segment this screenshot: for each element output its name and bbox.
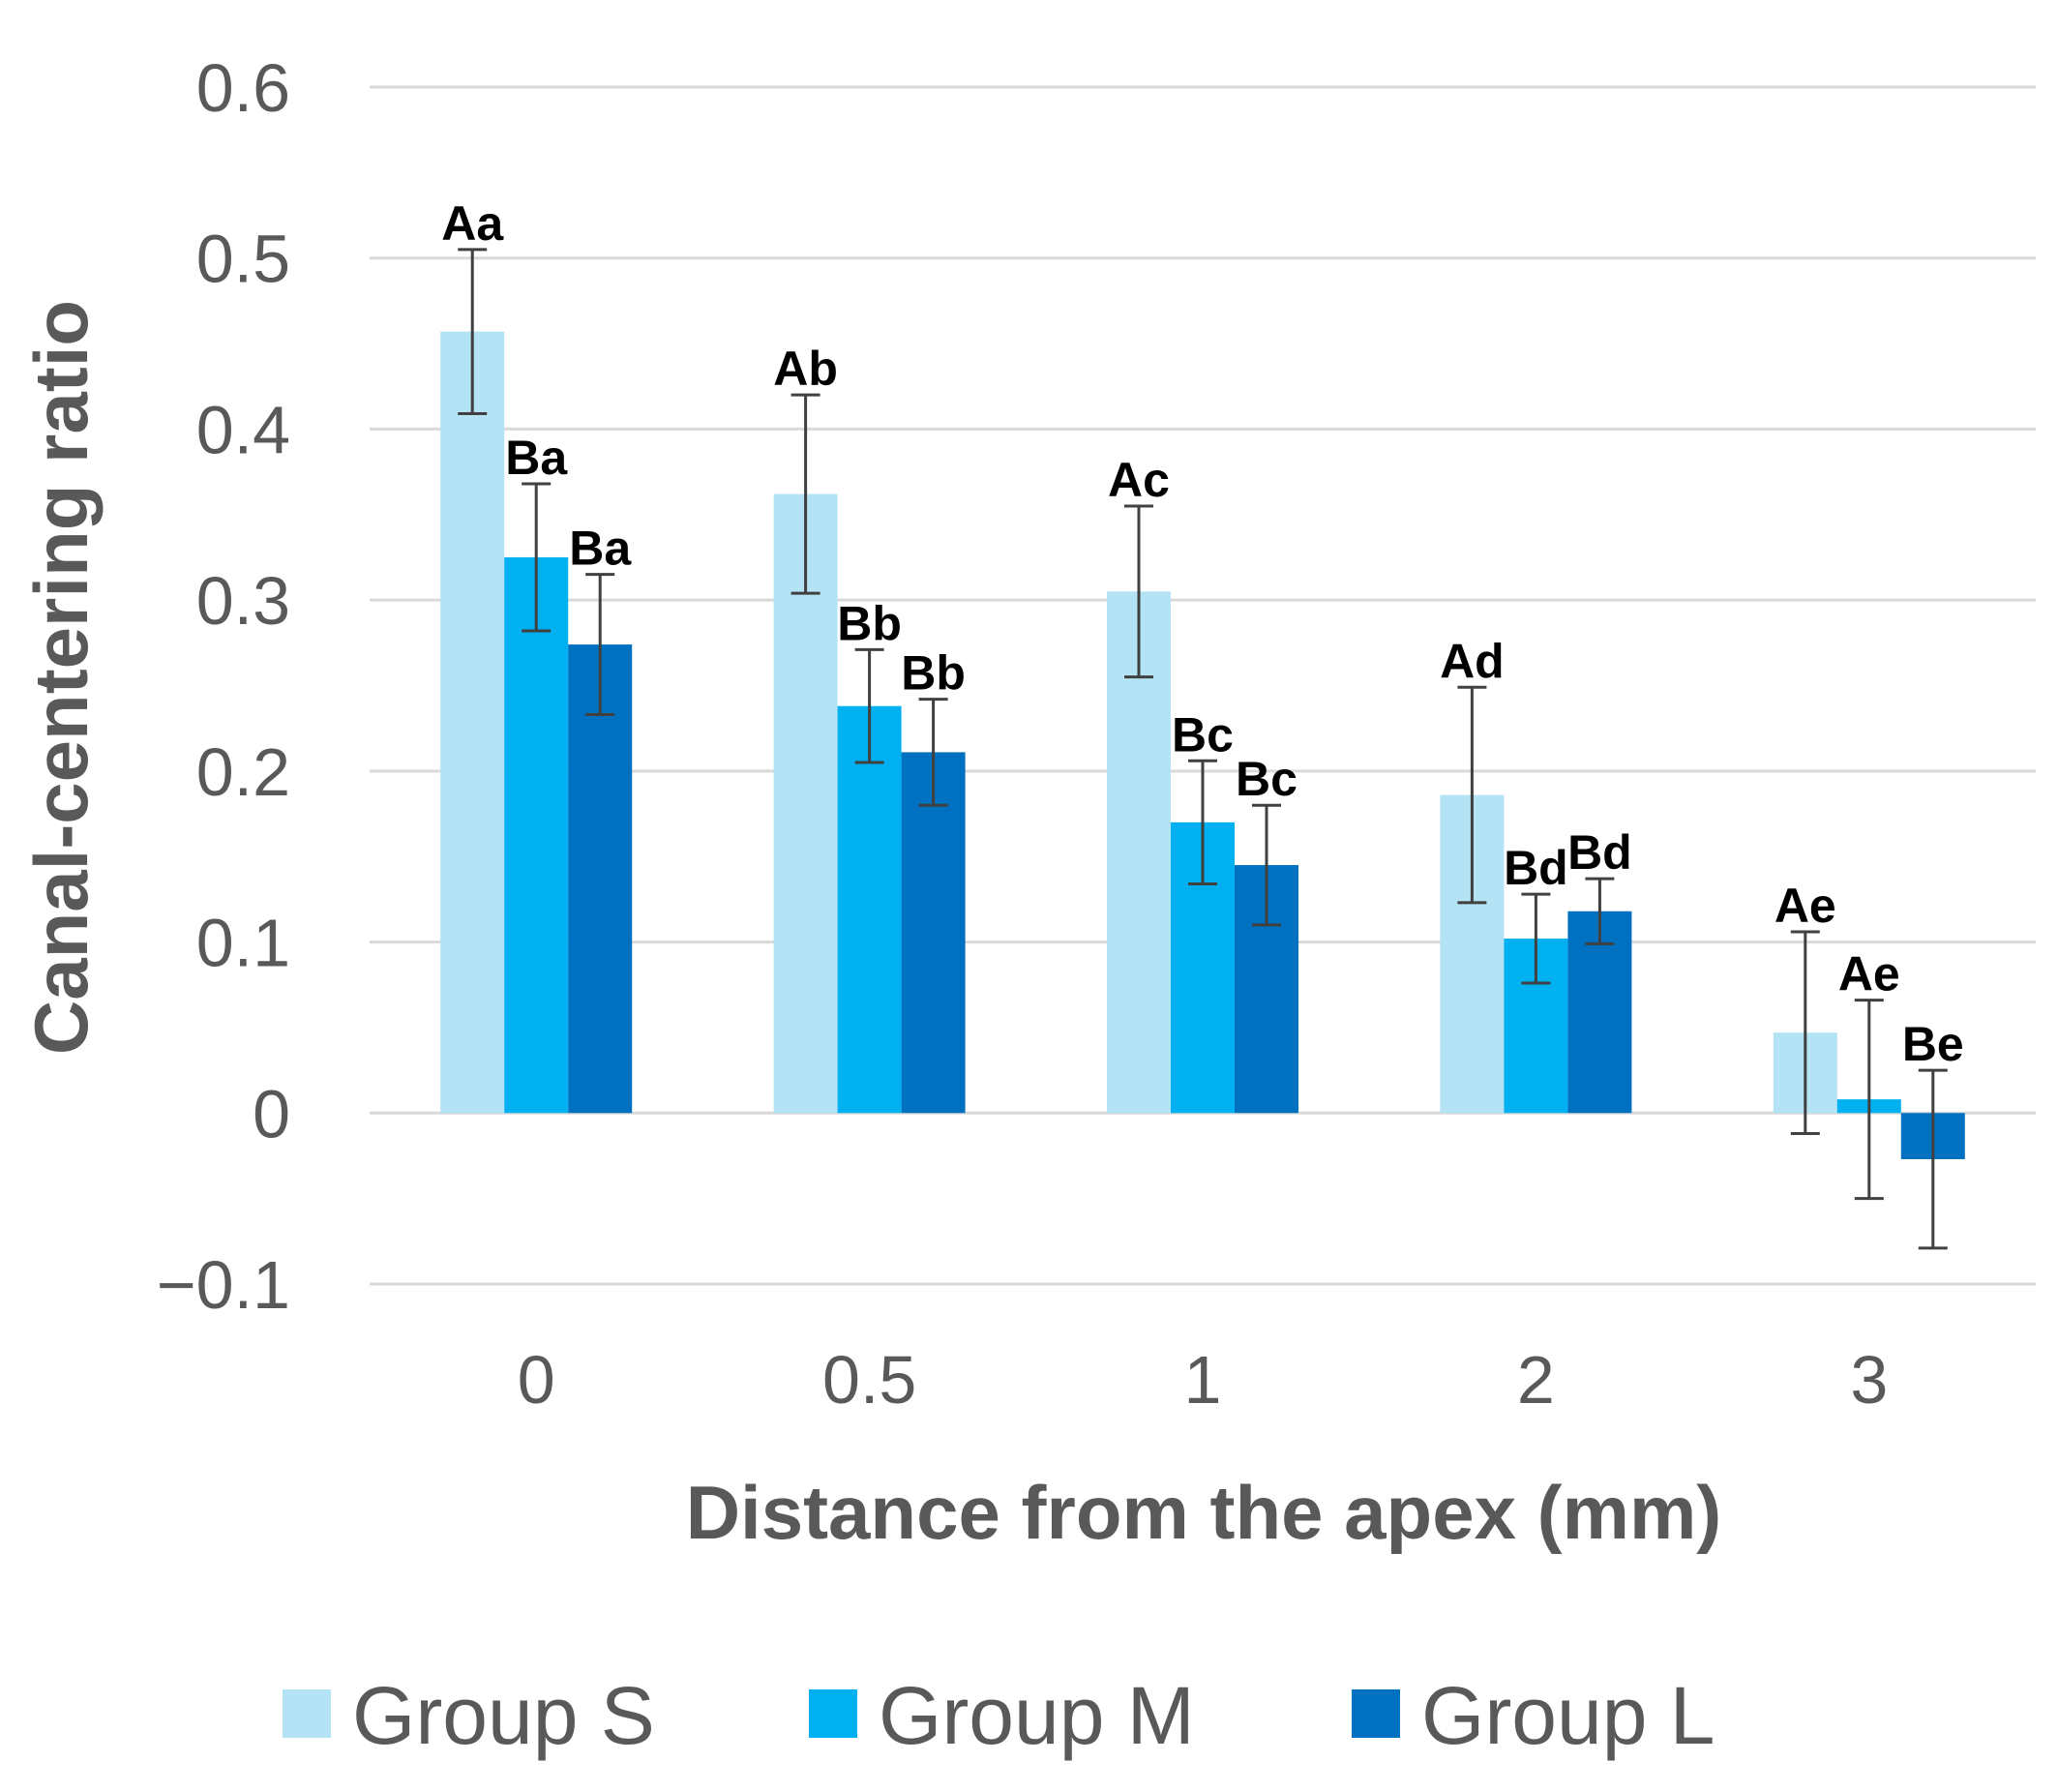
y-tick-label: 0.4 bbox=[196, 392, 290, 467]
significance-label: Bb bbox=[837, 596, 902, 650]
x-tick-label: 1 bbox=[1184, 1342, 1222, 1418]
x-tick-label: 3 bbox=[1850, 1342, 1888, 1418]
significance-label: Ad bbox=[1440, 634, 1505, 688]
y-axis-title: Canal-centering ratio bbox=[18, 300, 104, 1055]
significance-label: Bb bbox=[901, 646, 966, 701]
y-tick-label: −0.1 bbox=[157, 1247, 290, 1323]
x-tick-label: 0.5 bbox=[822, 1342, 916, 1418]
legend-swatch bbox=[283, 1689, 331, 1738]
x-axis-ticks: 0 0.5 1 2 3 bbox=[518, 1342, 1889, 1418]
y-tick-label: 0.6 bbox=[196, 50, 290, 126]
significance-label: Ae bbox=[1838, 947, 1900, 1001]
x-tick-label: 0 bbox=[518, 1342, 555, 1418]
significance-label: Bc bbox=[1236, 752, 1297, 806]
x-axis-title: Distance from the apex (mm) bbox=[686, 1470, 1722, 1555]
significance-label: Ac bbox=[1108, 453, 1170, 507]
y-axis-ticks: −0.1 0 0.1 0.2 0.3 0.4 0.5 0.6 bbox=[157, 50, 290, 1323]
legend-swatch bbox=[1352, 1689, 1400, 1738]
y-tick-label: 0 bbox=[253, 1076, 290, 1151]
bar bbox=[568, 644, 633, 1114]
bar bbox=[837, 705, 902, 1114]
legend-label: Group L bbox=[1421, 1670, 1715, 1761]
legend-swatch bbox=[809, 1689, 857, 1738]
y-tick-label: 0.3 bbox=[196, 563, 290, 639]
significance-label: Ba bbox=[505, 431, 568, 485]
bar bbox=[440, 331, 505, 1114]
significance-label: Be bbox=[1902, 1017, 1964, 1071]
significance-label: Ab bbox=[773, 342, 838, 396]
x-tick-label: 2 bbox=[1517, 1342, 1555, 1418]
significance-label: Ba bbox=[569, 522, 632, 576]
significance-label: Bd bbox=[1567, 825, 1632, 880]
error-bars bbox=[458, 248, 1948, 1250]
significance-label: Ae bbox=[1775, 879, 1836, 933]
bar bbox=[504, 556, 569, 1114]
significance-label: Bc bbox=[1172, 707, 1234, 762]
bars bbox=[440, 331, 1965, 1159]
significance-label: Aa bbox=[441, 196, 504, 251]
bar bbox=[773, 493, 838, 1114]
legend: Group S Group M Group L bbox=[283, 1670, 1715, 1761]
legend-label: Group S bbox=[352, 1670, 655, 1761]
significance-label: Bd bbox=[1504, 841, 1568, 895]
bar bbox=[901, 752, 966, 1114]
y-tick-label: 0.1 bbox=[196, 906, 290, 981]
legend-label: Group M bbox=[879, 1670, 1195, 1761]
y-tick-label: 0.2 bbox=[196, 734, 290, 810]
y-tick-label: 0.5 bbox=[196, 222, 290, 297]
